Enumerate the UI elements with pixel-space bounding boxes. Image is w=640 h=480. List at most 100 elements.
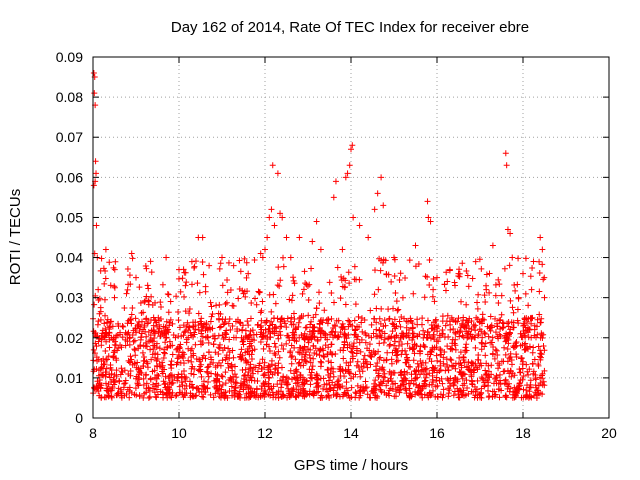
data-point [509, 304, 516, 311]
data-point [280, 346, 287, 353]
data-point [428, 349, 435, 356]
data-point [478, 265, 485, 272]
data-point [137, 324, 144, 331]
data-point [202, 327, 209, 334]
data-point [196, 356, 203, 363]
data-point [159, 370, 166, 377]
data-point [111, 371, 118, 378]
data-point [289, 352, 296, 359]
data-point [526, 326, 533, 333]
data-point [122, 380, 129, 387]
data-point [301, 380, 308, 387]
data-point [126, 341, 133, 348]
data-point [430, 331, 437, 338]
data-point [95, 382, 102, 389]
data-point [200, 271, 207, 278]
data-point [441, 281, 448, 288]
data-point [483, 371, 490, 378]
data-point [439, 380, 446, 387]
data-point [339, 383, 346, 390]
data-point [141, 322, 148, 329]
data-point [292, 367, 299, 374]
data-point [94, 321, 101, 328]
data-point [351, 263, 358, 270]
data-point [470, 369, 477, 376]
data-point [165, 329, 172, 336]
data-point [115, 345, 122, 352]
data-point [328, 289, 335, 296]
data-point [91, 301, 98, 308]
data-point [243, 274, 250, 281]
data-point [411, 350, 418, 357]
data-point [541, 347, 548, 354]
data-point [166, 338, 173, 345]
data-point [125, 317, 132, 324]
data-point [409, 330, 416, 337]
data-point [537, 356, 544, 363]
data-point [410, 357, 417, 364]
data-point [509, 391, 516, 398]
data-point [318, 359, 325, 366]
data-point [111, 294, 118, 301]
data-point [501, 380, 508, 387]
data-point [376, 382, 383, 389]
data-point [267, 368, 274, 375]
data-point [151, 328, 158, 335]
data-point [246, 340, 253, 347]
data-point [132, 324, 139, 331]
data-point [254, 321, 261, 328]
data-point [367, 307, 374, 314]
data-point [300, 313, 307, 320]
data-point [447, 321, 454, 328]
data-point [143, 315, 150, 322]
data-point [328, 359, 335, 366]
data-point [317, 318, 324, 325]
data-point [165, 309, 172, 316]
data-point [348, 348, 355, 355]
data-point [422, 366, 429, 373]
data-point [140, 382, 147, 389]
data-point [488, 339, 495, 346]
data-point [527, 384, 534, 391]
data-point [367, 361, 374, 368]
data-point [167, 298, 174, 305]
data-point [98, 336, 105, 343]
data-point [362, 339, 369, 346]
data-point [181, 269, 188, 276]
data-point [126, 334, 133, 341]
data-point [446, 380, 453, 387]
data-point [216, 301, 223, 308]
data-point [402, 347, 409, 354]
data-point [511, 282, 518, 289]
data-point [534, 316, 541, 323]
data-point [448, 345, 455, 352]
data-point [229, 367, 236, 374]
data-point [147, 332, 154, 339]
data-point [489, 388, 496, 395]
data-point [418, 386, 425, 393]
data-point [464, 334, 471, 341]
data-point [268, 357, 275, 364]
data-point [136, 284, 143, 291]
data-point [463, 364, 470, 371]
data-point [95, 367, 102, 374]
data-point [314, 376, 321, 383]
data-point [120, 384, 127, 391]
data-point [304, 336, 311, 343]
data-point [207, 318, 214, 325]
data-point [159, 359, 166, 366]
data-point [275, 335, 282, 342]
data-point [93, 170, 100, 177]
x-tick-label: 18 [515, 425, 531, 441]
data-point [426, 256, 433, 263]
data-point [337, 295, 344, 302]
data-point [356, 339, 363, 346]
data-point [395, 306, 402, 313]
data-point [445, 367, 452, 374]
data-point [111, 284, 118, 291]
data-point [123, 290, 130, 297]
data-point [238, 356, 245, 363]
data-point [309, 390, 316, 397]
data-point [494, 323, 501, 330]
